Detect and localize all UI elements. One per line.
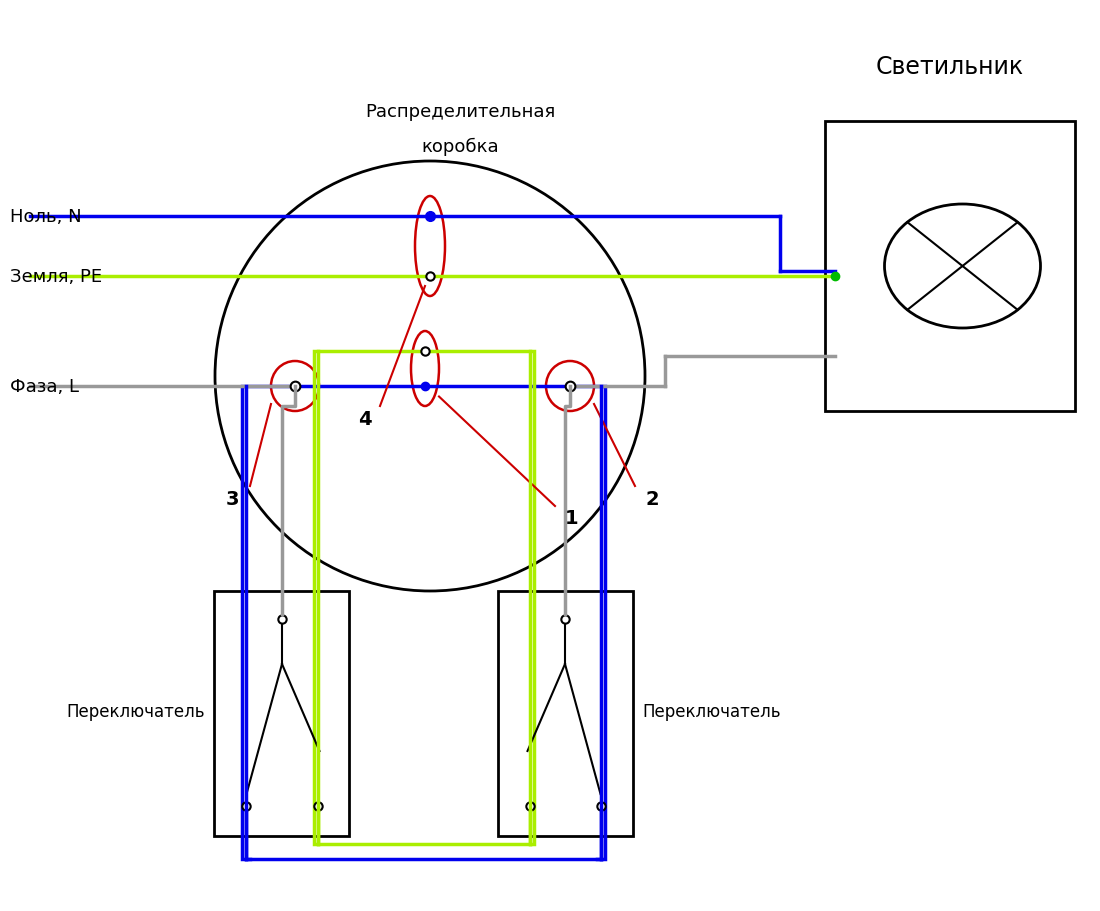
Text: Земля, PE: Земля, PE (10, 268, 102, 286)
Text: коробка: коробка (421, 138, 498, 156)
Text: 2: 2 (646, 490, 659, 509)
Bar (242, 386, 605, 859)
Text: Переключатель: Переключатель (66, 702, 205, 721)
Text: Фаза, L: Фаза, L (10, 377, 79, 395)
Bar (314, 352, 534, 844)
Text: Светильник: Светильник (876, 55, 1024, 79)
Bar (497, 591, 632, 836)
Bar (214, 591, 350, 836)
Text: 3: 3 (226, 490, 239, 509)
Text: 1: 1 (565, 509, 579, 527)
Text: 4: 4 (359, 410, 372, 429)
Text: Ноль, N: Ноль, N (10, 208, 81, 226)
Bar (825, 122, 1075, 412)
Text: Переключатель: Переключатель (642, 702, 781, 721)
Text: Распределительная: Распределительная (365, 103, 556, 121)
